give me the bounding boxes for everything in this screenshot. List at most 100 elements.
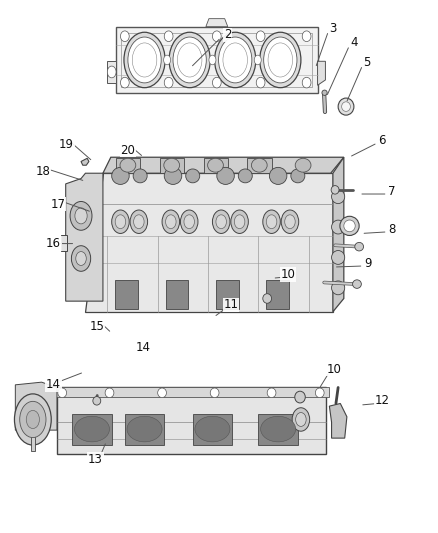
Text: 14: 14 — [46, 378, 61, 391]
Ellipse shape — [212, 31, 221, 42]
Ellipse shape — [162, 210, 180, 233]
Ellipse shape — [70, 201, 92, 230]
Ellipse shape — [263, 210, 280, 233]
Bar — [166, 280, 188, 309]
Ellipse shape — [292, 408, 310, 431]
Ellipse shape — [128, 37, 161, 83]
Ellipse shape — [216, 215, 226, 229]
Ellipse shape — [124, 32, 165, 88]
Ellipse shape — [263, 294, 272, 303]
Text: 12: 12 — [374, 394, 389, 407]
Text: 20: 20 — [120, 144, 135, 157]
Ellipse shape — [130, 210, 148, 233]
Text: 3: 3 — [329, 22, 336, 35]
Ellipse shape — [112, 167, 129, 184]
Ellipse shape — [14, 394, 51, 445]
Ellipse shape — [209, 55, 216, 65]
Ellipse shape — [184, 215, 194, 229]
Polygon shape — [15, 382, 57, 430]
Text: 13: 13 — [88, 453, 103, 466]
Polygon shape — [329, 403, 347, 438]
Ellipse shape — [251, 158, 267, 172]
Ellipse shape — [127, 416, 162, 442]
Polygon shape — [333, 157, 344, 312]
Ellipse shape — [355, 243, 364, 251]
Polygon shape — [107, 61, 116, 83]
Ellipse shape — [268, 43, 293, 77]
Polygon shape — [81, 158, 89, 165]
Ellipse shape — [217, 167, 234, 184]
Ellipse shape — [223, 43, 247, 77]
Ellipse shape — [71, 246, 91, 271]
Ellipse shape — [353, 280, 361, 288]
Ellipse shape — [120, 31, 129, 42]
Ellipse shape — [164, 158, 180, 172]
Text: 10: 10 — [326, 363, 341, 376]
Ellipse shape — [285, 215, 295, 229]
Ellipse shape — [322, 90, 327, 95]
Text: 8: 8 — [389, 223, 396, 236]
Ellipse shape — [210, 388, 219, 398]
Ellipse shape — [215, 32, 256, 88]
Text: 6: 6 — [378, 134, 386, 147]
Ellipse shape — [120, 77, 129, 88]
Bar — [125, 414, 164, 445]
Ellipse shape — [169, 32, 210, 88]
Ellipse shape — [120, 158, 136, 172]
Bar — [216, 280, 239, 309]
Polygon shape — [116, 27, 318, 93]
Text: 5: 5 — [364, 56, 371, 69]
Ellipse shape — [295, 391, 305, 403]
Ellipse shape — [332, 220, 345, 234]
Ellipse shape — [76, 252, 86, 265]
Ellipse shape — [132, 43, 157, 77]
Ellipse shape — [296, 413, 306, 426]
Ellipse shape — [93, 397, 101, 405]
Bar — [258, 414, 298, 445]
Ellipse shape — [134, 215, 144, 229]
Ellipse shape — [158, 388, 166, 398]
Text: 11: 11 — [224, 298, 239, 311]
Ellipse shape — [75, 208, 87, 224]
Ellipse shape — [212, 210, 230, 233]
Ellipse shape — [164, 77, 173, 88]
Ellipse shape — [195, 416, 230, 442]
Text: 4: 4 — [350, 36, 358, 49]
Ellipse shape — [238, 169, 252, 183]
Ellipse shape — [115, 215, 126, 229]
Ellipse shape — [231, 210, 248, 233]
Polygon shape — [57, 387, 326, 454]
Ellipse shape — [166, 215, 176, 229]
Ellipse shape — [234, 215, 245, 229]
Ellipse shape — [208, 158, 223, 172]
Polygon shape — [85, 173, 333, 312]
Polygon shape — [66, 173, 103, 301]
Ellipse shape — [20, 401, 46, 438]
Ellipse shape — [332, 281, 345, 295]
Ellipse shape — [58, 388, 67, 398]
Ellipse shape — [332, 251, 345, 264]
Ellipse shape — [331, 185, 339, 194]
Ellipse shape — [164, 55, 171, 65]
Ellipse shape — [186, 169, 200, 183]
Ellipse shape — [177, 43, 202, 77]
Ellipse shape — [338, 98, 354, 115]
Ellipse shape — [302, 77, 311, 88]
Ellipse shape — [302, 31, 311, 42]
Ellipse shape — [291, 169, 305, 183]
Ellipse shape — [260, 32, 301, 88]
Ellipse shape — [261, 416, 296, 442]
Ellipse shape — [112, 210, 129, 233]
Ellipse shape — [212, 77, 221, 88]
Ellipse shape — [105, 388, 114, 398]
Polygon shape — [55, 387, 328, 398]
Ellipse shape — [269, 167, 287, 184]
Ellipse shape — [266, 215, 277, 229]
Text: 18: 18 — [35, 165, 50, 178]
Ellipse shape — [342, 102, 350, 111]
Ellipse shape — [256, 31, 265, 42]
Ellipse shape — [281, 210, 299, 233]
Ellipse shape — [219, 37, 252, 83]
Ellipse shape — [26, 410, 39, 429]
Ellipse shape — [164, 31, 173, 42]
